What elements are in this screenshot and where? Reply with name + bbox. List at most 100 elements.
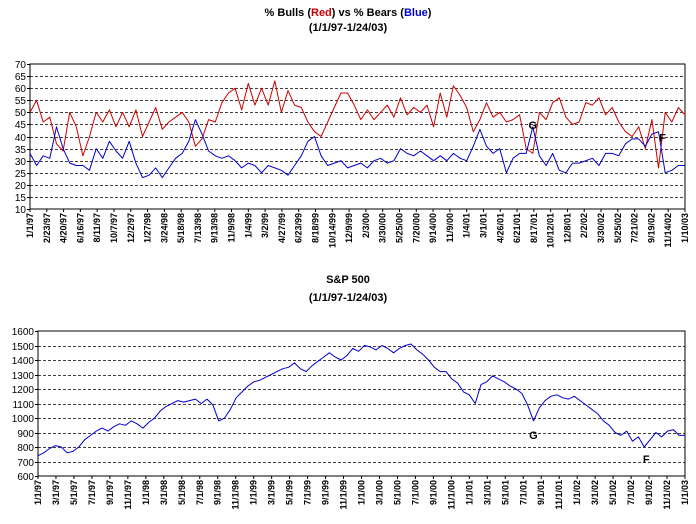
x-tick-label: 9/1/00 — [428, 480, 438, 505]
annotation-g: G — [529, 120, 538, 132]
y-tick-label: 1300 — [12, 371, 35, 382]
annotation-f: F — [643, 454, 650, 466]
chart-title: % Bulls (Red) vs % Bears (Blue) — [265, 7, 432, 19]
x-tick-label: 6/21/01 — [512, 213, 522, 243]
y-tick-label: 10 — [15, 205, 27, 216]
chart-title-part: ) — [428, 7, 432, 19]
chart-title-part: % Bulls ( — [265, 7, 312, 19]
x-tick-label: 3/1/01 — [478, 213, 488, 238]
x-tick-label: 7/1/99 — [303, 480, 313, 505]
x-tick-label: 5/1/00 — [392, 480, 402, 505]
plot-area — [37, 330, 686, 477]
x-tick-label: 2/23/97 — [42, 213, 52, 243]
x-tick-label: 7/1/02 — [626, 480, 636, 505]
x-tick-label: 11/9/98 — [227, 213, 237, 243]
x-tick-label: 11/1/01 — [554, 480, 564, 510]
x-tick-label: 9/13/98 — [210, 213, 220, 243]
x-tick-label: 11/14/02 — [663, 213, 673, 248]
chart-2: S&P 500 (1/1/97-1/24/03) 600 700 800 900 1000 1… — [12, 274, 690, 510]
x-tick-label: 1/27/98 — [143, 213, 153, 243]
x-tick-label: 3/2/99 — [260, 213, 270, 238]
y-tick-label: 50 — [15, 108, 27, 119]
y-tick-label: 65 — [15, 72, 27, 83]
x-tick-label: 1/4/01 — [462, 213, 472, 238]
x-tick-label: 9/1/98 — [213, 480, 223, 505]
annotation-g: G — [529, 430, 538, 442]
chart-title: S&P 500 — [326, 274, 370, 286]
x-tick-label: 5/1/99 — [285, 480, 295, 505]
x-tick-label: 11/1/99 — [339, 480, 349, 510]
x-tick-label: 6/16/97 — [75, 213, 85, 243]
y-tick-label: 700 — [17, 458, 34, 469]
x-tick-label: 12/9/99 — [344, 213, 354, 243]
x-tick-label: 3/30/00 — [378, 213, 388, 243]
x-tick-label: 11/1/00 — [446, 480, 456, 510]
x-tick-label: 3/24/98 — [159, 213, 169, 243]
x-tick-label: 5/1/02 — [608, 480, 618, 505]
x-tick-label: 5/18/98 — [176, 213, 186, 243]
x-tick-label: 5/1/98 — [177, 480, 187, 505]
y-tick-label: 1500 — [12, 342, 35, 353]
y-tick-label: 1200 — [12, 385, 35, 396]
x-tick-label: 2/2/02 — [579, 213, 589, 238]
x-tick-label: 6/23/99 — [294, 213, 304, 243]
chart-subtitle: (1/1/97-1/24/03) — [309, 292, 388, 304]
series-line-1 — [29, 80, 686, 169]
x-tick-label: 1/1/01 — [464, 480, 474, 505]
x-tick-label: 4/26/01 — [495, 213, 505, 243]
y-tick-label: 20 — [15, 181, 27, 192]
y-tick-label: 15 — [15, 193, 27, 204]
x-tick-label: 1/1/99 — [249, 480, 259, 505]
chart-subtitle: (1/1/97-1/24/03) — [309, 22, 388, 34]
x-tick-label: 1/1/02 — [572, 480, 582, 505]
y-tick-label: 600 — [17, 472, 34, 483]
x-tick-label: 7/1/98 — [195, 480, 205, 505]
x-tick-label: 9/1/02 — [644, 480, 654, 505]
x-tick-label: 3/1/99 — [267, 480, 277, 505]
x-tick-label: 5/1/97 — [69, 480, 79, 505]
x-tick-label: 1/10/03 — [680, 213, 690, 243]
x-tick-label: 11/1/98 — [231, 480, 241, 510]
x-tick-label: 10/14/99 — [327, 213, 337, 248]
x-tick-label: 9/1/97 — [105, 480, 115, 505]
chart-1: % Bulls (Red) vs % Bears (Blue) (1/1/97-1… — [15, 7, 690, 248]
x-tick-label: 3/1/01 — [482, 480, 492, 505]
chart-title-part: Red — [311, 7, 332, 19]
x-tick-label: 1/1/97 — [33, 480, 43, 505]
x-tick-label: 8/11/97 — [92, 213, 102, 243]
x-tick-label: 7/1/00 — [410, 480, 420, 505]
x-tick-label: 9/19/02 — [646, 213, 656, 243]
x-tick-label: 1/1/00 — [357, 480, 367, 505]
x-tick-label: 7/21/02 — [630, 213, 640, 243]
x-tick-label: 7/1/01 — [518, 480, 528, 505]
x-tick-label: 7/1/97 — [87, 480, 97, 505]
x-tick-label: 1/1/03 — [680, 480, 690, 505]
x-tick-label: 3/1/02 — [590, 480, 600, 505]
x-tick-label: 8/17/01 — [529, 213, 539, 243]
x-tick-label: 9/14/00 — [428, 213, 438, 243]
y-tick-label: 1000 — [12, 414, 35, 425]
x-tick-label: 3/1/98 — [159, 480, 169, 505]
x-tick-label: 11/1/97 — [123, 480, 133, 510]
x-tick-label: 12/8/01 — [562, 213, 572, 243]
x-tick-label: 5/25/00 — [394, 213, 404, 243]
x-tick-label: 3/30/02 — [596, 213, 606, 243]
annotation-f: F — [659, 133, 666, 145]
x-tick-label: 1/4/99 — [243, 213, 253, 238]
y-tick-label: 40 — [15, 133, 27, 144]
y-tick-label: 1400 — [12, 356, 35, 367]
x-tick-label: 4/20/97 — [59, 213, 69, 243]
x-tick-label: 1/1/97 — [25, 213, 35, 238]
x-tick-label: 3/1/97 — [51, 480, 61, 505]
y-tick-label: 60 — [15, 84, 27, 95]
y-tick-label: 900 — [17, 429, 34, 440]
x-tick-label: 12/2/97 — [126, 213, 136, 243]
plot-area — [29, 63, 686, 210]
y-tick-label: 30 — [15, 157, 27, 168]
y-tick-label: 35 — [15, 145, 27, 156]
x-tick-label: 8/18/99 — [311, 213, 321, 243]
x-tick-label: 9/1/99 — [321, 480, 331, 505]
x-tick-label: 2/3/00 — [361, 213, 371, 238]
x-tick-label: 10/12/01 — [546, 213, 556, 248]
